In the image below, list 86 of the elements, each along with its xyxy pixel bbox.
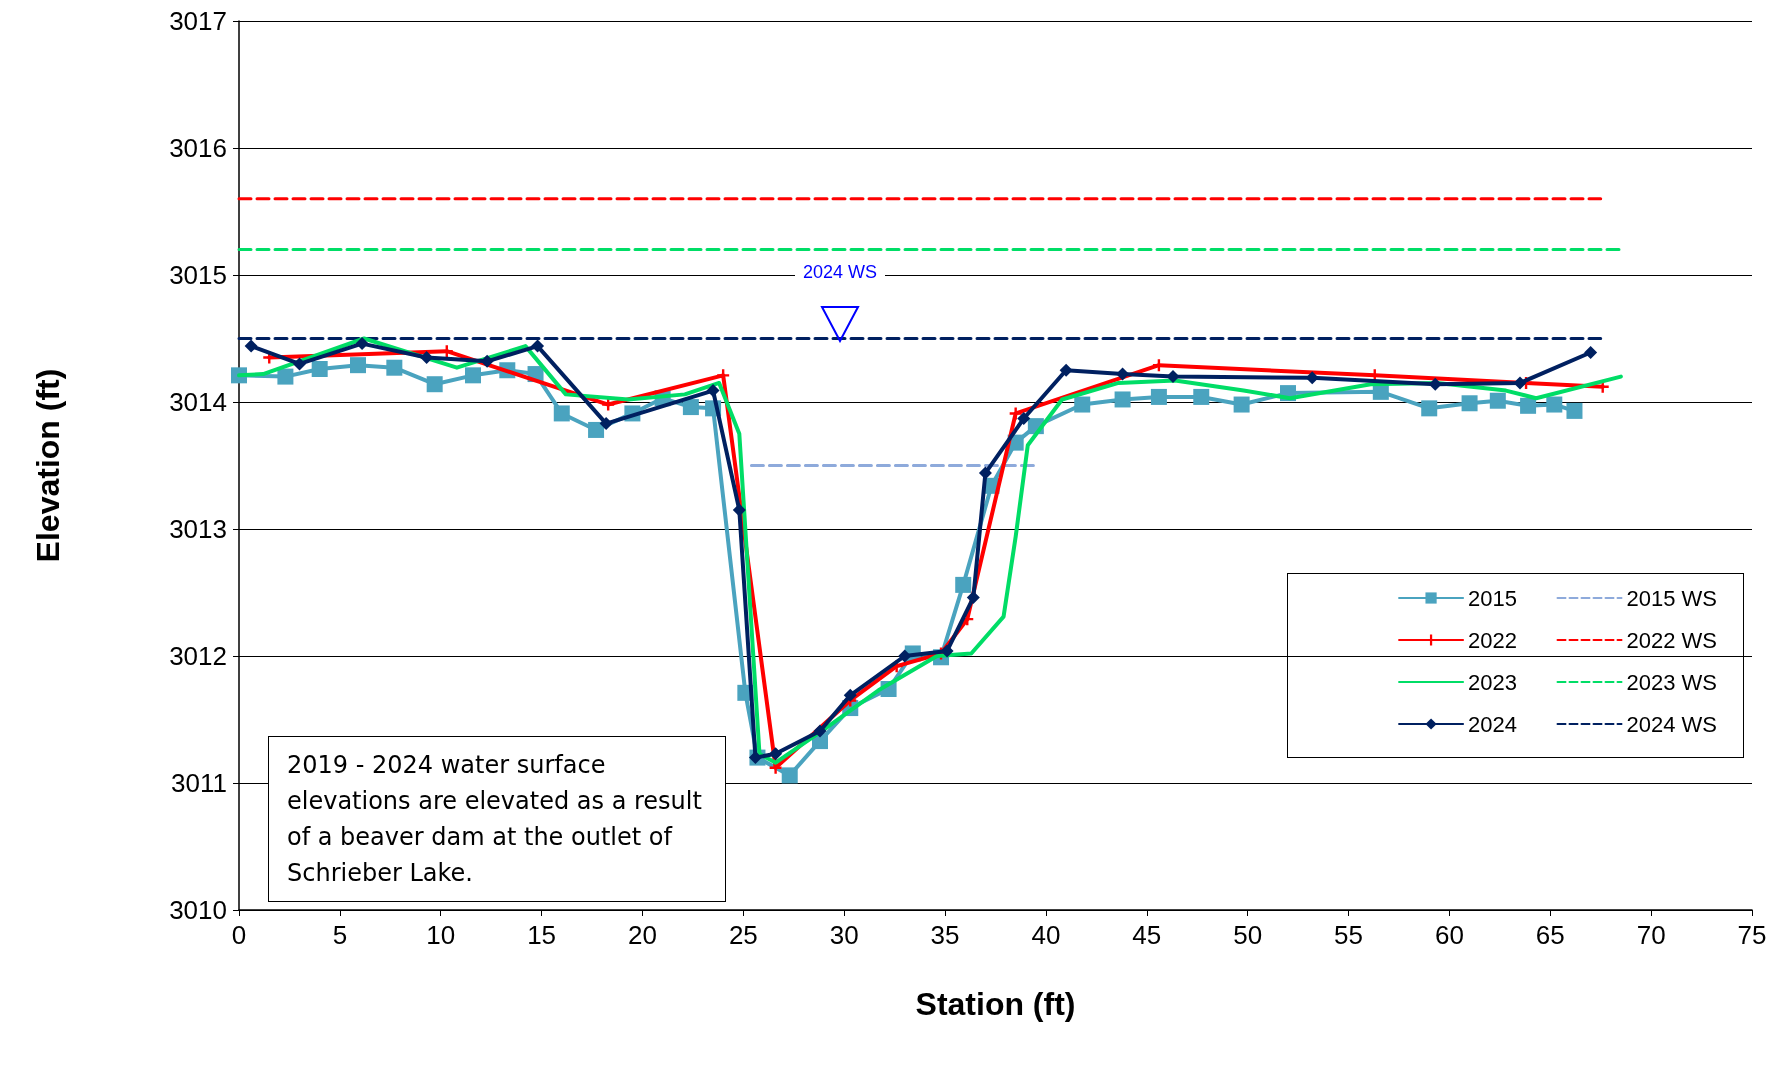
y-axis-title: Elevation (ft) xyxy=(30,368,66,563)
x-tick-label: 60 xyxy=(1434,920,1464,950)
legend-label: 2022 WS xyxy=(1626,627,1718,653)
point xyxy=(386,359,403,376)
legend-label: 2023 WS xyxy=(1626,669,1718,695)
point xyxy=(465,367,482,384)
x-tick-label: 70 xyxy=(1636,920,1666,950)
point xyxy=(1059,363,1073,377)
x-tick-label: 45 xyxy=(1132,920,1162,950)
point xyxy=(588,421,605,438)
legend-label: 2024 WS xyxy=(1626,711,1718,737)
point xyxy=(1489,392,1506,409)
legend-label: 2015 xyxy=(1468,585,1518,611)
point xyxy=(1428,377,1442,391)
y-tick-label: 3015 xyxy=(169,260,227,290)
point xyxy=(1114,391,1131,408)
point xyxy=(602,398,615,411)
point xyxy=(480,354,494,368)
y-tick-label: 3017 xyxy=(169,6,227,36)
point xyxy=(1233,396,1250,413)
point xyxy=(1150,388,1167,405)
point xyxy=(531,339,545,353)
point xyxy=(350,357,367,374)
legend-label: 2023 xyxy=(1468,669,1518,695)
point xyxy=(1074,396,1091,413)
point xyxy=(1017,412,1031,426)
annotation: 2019 - 2024 water surface elevations are elevated as a result of a beaver dam at the outlet of Schrieber Lake. xyxy=(268,736,726,902)
annotation: 2024 WS xyxy=(795,261,885,283)
point xyxy=(955,576,972,593)
x-axis-title: Station (ft) xyxy=(915,986,1076,1022)
point xyxy=(781,767,798,784)
point xyxy=(426,376,443,393)
point xyxy=(706,384,720,398)
point xyxy=(966,591,980,605)
x-tick-label: 10 xyxy=(426,920,456,950)
point xyxy=(682,399,699,416)
x-tick-label: 55 xyxy=(1334,920,1363,950)
point xyxy=(1546,396,1563,413)
x-tick-label: 5 xyxy=(332,920,348,950)
point xyxy=(1116,367,1130,381)
y-tick-label: 3011 xyxy=(171,768,227,798)
x-tick-label: 30 xyxy=(829,920,859,950)
point xyxy=(1461,395,1478,412)
point xyxy=(599,417,613,431)
x-tick-label: 15 xyxy=(527,920,557,950)
y-tick-label: 3013 xyxy=(169,514,227,544)
point xyxy=(1009,407,1022,420)
x-tick-label: 75 xyxy=(1737,920,1767,950)
point xyxy=(293,357,307,371)
point xyxy=(717,369,730,382)
point xyxy=(1193,388,1210,405)
x-tick-label: 40 xyxy=(1031,920,1061,950)
x-tick-label: 0 xyxy=(231,920,247,950)
legend-label: 2022 xyxy=(1468,627,1518,653)
point xyxy=(244,339,258,353)
point xyxy=(732,503,746,517)
point xyxy=(1513,376,1527,390)
x-tick-label: 25 xyxy=(728,920,758,950)
point xyxy=(898,649,912,663)
point xyxy=(311,360,328,377)
x-tick-label: 20 xyxy=(628,920,657,950)
point xyxy=(1520,397,1537,414)
point xyxy=(420,351,434,365)
point xyxy=(748,751,762,765)
point xyxy=(843,688,857,702)
x-tick-label: 65 xyxy=(1535,920,1565,950)
legend-label: 2015 WS xyxy=(1626,585,1718,611)
point xyxy=(277,368,294,385)
point xyxy=(813,724,827,738)
point xyxy=(940,644,954,658)
point xyxy=(1566,402,1583,419)
point xyxy=(1166,370,1180,384)
x-tick-label: 50 xyxy=(1233,920,1263,950)
y-tick-label: 3012 xyxy=(169,641,227,671)
point xyxy=(769,747,783,761)
point xyxy=(355,337,369,351)
legend-label: 2024 xyxy=(1468,711,1518,737)
y-tick-label: 3016 xyxy=(169,133,227,163)
point xyxy=(1584,345,1598,359)
y-tick-label: 3010 xyxy=(169,895,227,925)
x-tick-label: 35 xyxy=(930,920,960,950)
point xyxy=(1421,400,1438,417)
point xyxy=(978,466,992,480)
point xyxy=(553,405,570,422)
y-tick-label: 3014 xyxy=(169,387,227,417)
point xyxy=(1305,371,1319,385)
